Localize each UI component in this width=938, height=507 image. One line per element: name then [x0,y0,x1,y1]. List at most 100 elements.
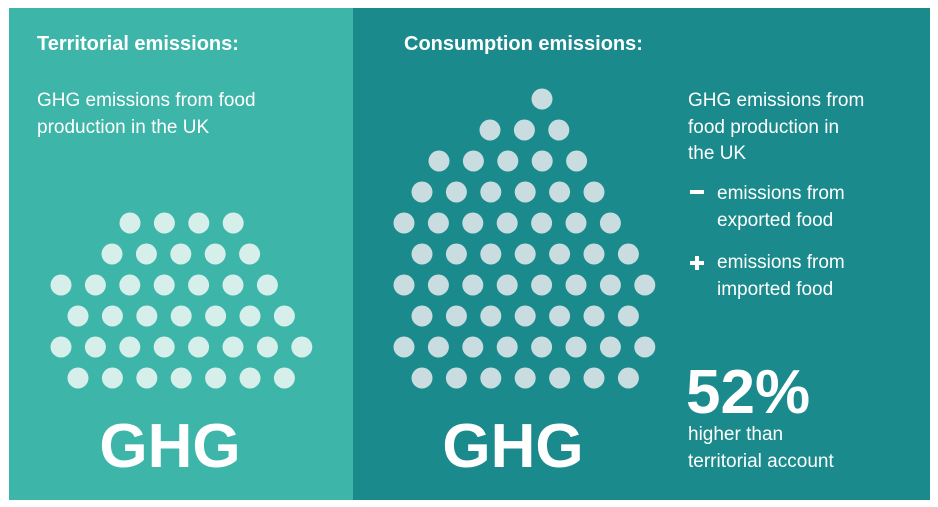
dot [119,336,141,358]
left-description: production in the UK [37,117,209,138]
dot [411,305,433,327]
dot [548,119,570,141]
dot [411,367,433,389]
stat: 52% [686,358,810,427]
dot [393,274,415,296]
dot [514,243,536,265]
dot [583,243,605,265]
stat-caption: territorial account [688,451,834,472]
dot [617,367,639,389]
dot [565,336,587,358]
dot [170,243,192,265]
dot [136,305,158,327]
dot [480,305,502,327]
dot [445,243,467,265]
right-description: GHG emissions from [688,90,864,111]
dot [153,336,175,358]
dot [119,212,141,234]
stat-caption: higher than [688,424,783,445]
dot [101,305,123,327]
dot [256,274,278,296]
dot [531,274,553,296]
right-description: food production in [688,117,839,138]
dot [549,305,571,327]
dot [531,88,553,110]
dot [462,336,484,358]
dot [153,274,175,296]
dot [480,243,502,265]
dot [119,274,141,296]
right-ghg-label: GHG [442,412,583,481]
right-description: the UK [688,143,746,164]
dot [462,274,484,296]
dot [531,150,553,172]
dot [188,212,210,234]
dot [153,212,175,234]
dot [480,367,502,389]
dot [170,305,192,327]
dot [445,181,467,203]
dot [222,212,244,234]
dot [549,367,571,389]
dot [188,336,210,358]
dot [496,336,518,358]
dot [514,181,536,203]
dot [583,181,605,203]
dot [84,336,106,358]
dot [565,212,587,234]
dot [67,367,89,389]
dot [617,305,639,327]
dot [566,150,588,172]
dot [531,336,553,358]
dot [136,367,158,389]
dot [101,243,123,265]
dot [514,367,536,389]
dot [205,305,227,327]
dot [549,243,571,265]
right-heading: Consumption emissions: [404,33,643,55]
dot [188,274,210,296]
item-text: emissions from [717,252,845,273]
dot [496,274,518,296]
dot [445,305,467,327]
dot [445,367,467,389]
dot [67,305,89,327]
dot [531,212,553,234]
dot [101,367,123,389]
dot [428,150,450,172]
dot [411,243,433,265]
dot [514,305,536,327]
dot [617,243,639,265]
dot [291,336,313,358]
dot [599,212,621,234]
dot [480,181,502,203]
dot [393,336,415,358]
plus-icon [695,256,699,270]
dot [496,212,518,234]
dot [170,367,192,389]
dot [565,274,587,296]
minus-icon [690,190,704,194]
left-description: GHG emissions from food [37,90,256,111]
dot [583,305,605,327]
dot [273,367,295,389]
dot [599,274,621,296]
dot [239,243,261,265]
dot [222,336,244,358]
item-text: imported food [717,279,833,300]
dot [411,181,433,203]
dot [273,305,295,327]
dot [256,336,278,358]
dot [84,274,106,296]
dot [513,119,535,141]
dot [427,212,449,234]
dot [135,243,157,265]
dot [239,305,261,327]
dot [583,367,605,389]
dot [634,274,656,296]
dot [462,150,484,172]
dot [222,274,244,296]
dot [549,181,571,203]
